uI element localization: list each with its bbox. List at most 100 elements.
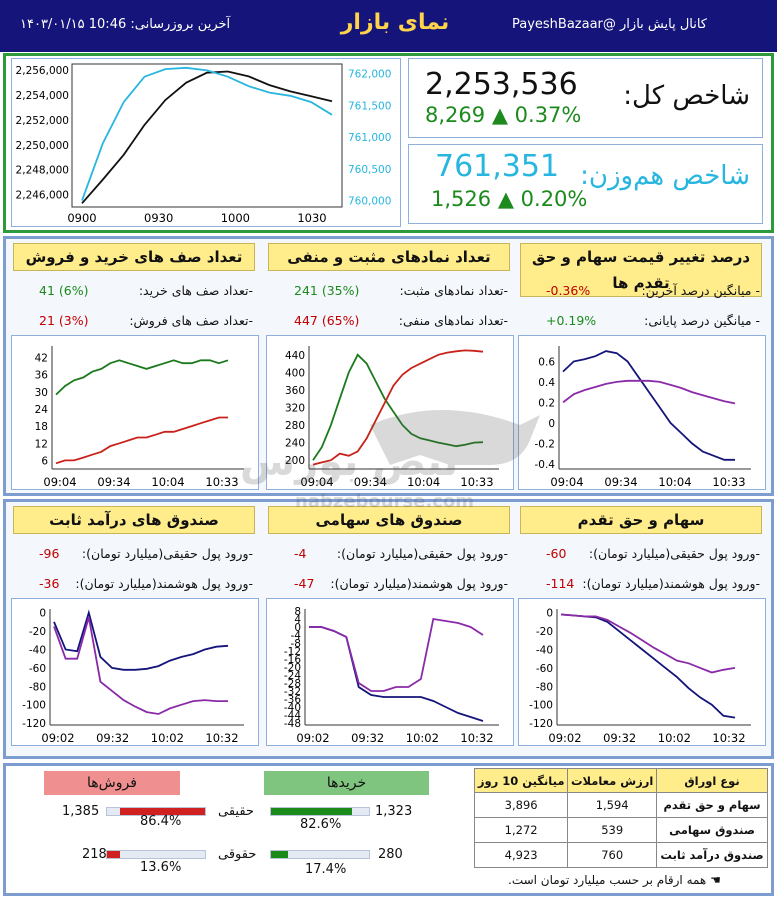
y-tick-label: -4	[291, 630, 302, 642]
buy-legal-label: حقوقی	[218, 847, 257, 862]
x-tick-label: 09:32	[351, 731, 384, 745]
symbols-r1-value: 241 (35%)	[294, 283, 360, 298]
table-header-row: نوع اوراق ارزش معاملات میانگین 10 روز	[473, 768, 768, 793]
x-tick-label: 10:33	[205, 475, 238, 489]
sells-title: فروش‌ها	[44, 771, 180, 795]
x-tick-label: 09:32	[603, 731, 636, 745]
sell-real-pct: 86.4%	[140, 814, 182, 829]
index-chart-card: 2,246,000 2,248,000 2,250,000 2,252,000 2,25…	[11, 58, 401, 227]
y-tick-label: 12	[35, 438, 48, 450]
series-line	[312, 349, 484, 466]
y-tick-label: 0	[548, 418, 555, 430]
queues-r2-label: -تعداد صف های فروش:	[129, 313, 253, 328]
pricechg-r2-label: - میانگین درصد پایانی:	[644, 313, 760, 328]
index-section	[3, 53, 774, 233]
table-header: نوع اوراق	[656, 768, 768, 793]
y-tick-label: -0.2	[535, 438, 556, 450]
y-tick-label: -40	[536, 645, 553, 657]
queues-r1-label: -تعداد صف های خرید:	[138, 283, 253, 298]
pricechg-r2-value: +0.19%	[546, 313, 597, 328]
header-bar: آخرین بروزرسانی: 10:46 ۱۴۰۳/۰۱/۱۵ نمای ب…	[0, 0, 777, 52]
equity-r2-value: -47	[294, 576, 315, 591]
y-tick-label: -20	[29, 626, 46, 638]
chart-card-stocks: 0 -20 -40 -60 -80 -100 -120 09:02 09:32 10:02 10:3…	[518, 598, 766, 746]
equal-index-value: 761,351	[435, 149, 560, 184]
y-tick-label: 0	[294, 622, 301, 634]
table-row: صندوق سهامی 539 1,272	[473, 817, 768, 843]
y-tick-label: 0.4	[538, 377, 555, 389]
y-tick-label: -24	[284, 670, 301, 682]
y-tick-label: 30	[35, 387, 48, 399]
x-tick-label: 10:04	[407, 475, 440, 489]
buy-real-bar	[270, 807, 370, 816]
series-line	[309, 626, 484, 722]
series-line	[562, 350, 735, 461]
equity-r1-value: -4	[294, 546, 307, 561]
chart-pricechg: -0.4 -0.2 0 0.2 0.4 0.6 09:04 09:34 10:04 10:33	[535, 346, 751, 489]
up-arrow-icon: ▲	[497, 187, 514, 211]
x-tick-label: 10:33	[712, 475, 745, 489]
y2-tick-label: 760,000	[348, 196, 391, 208]
y-tick-label: 4	[294, 614, 301, 626]
y-tick-label: -100	[529, 700, 553, 712]
y-tick-label: 2,246,000	[16, 190, 69, 202]
table-cell: 539	[567, 817, 658, 843]
chart-card-queues: 6 12 18 24 30 36 42 09:04 09:34 10:04 10:33	[11, 335, 259, 490]
table-row: صندوق درآمد ثابت 760 4,923	[473, 842, 768, 868]
y-tick-label: 280	[285, 420, 305, 432]
y-tick-label: 2,248,000	[16, 165, 69, 177]
table-header: ارزش معاملات	[567, 768, 658, 793]
y-tick-label: -8	[291, 638, 301, 650]
x-tick-label: 09:34	[97, 475, 130, 489]
x-tick-label: 0900	[67, 211, 96, 225]
y-tick-label: -80	[29, 681, 46, 693]
x-tick-label: 09:32	[96, 731, 129, 745]
y-tick-label: 0.2	[538, 397, 555, 409]
y2-tick-label: 761,500	[348, 100, 391, 112]
y-tick-label: 2,254,000	[16, 90, 69, 102]
y-tick-label: -80	[536, 681, 553, 693]
y-tick-label: -60	[536, 663, 553, 675]
panel-title-fixed: صندوق های درآمد ثابت	[13, 506, 255, 534]
fixed-r1-label: -ورود پول حقیقی(میلیارد تومان):	[81, 546, 253, 561]
x-tick-label: 09:02	[41, 731, 74, 745]
y-tick-label: 200	[285, 455, 305, 467]
symbols-r2-label: -تعداد نمادهای منفی:	[398, 313, 508, 328]
y-tick-label: 42	[35, 352, 48, 364]
trade-table: نوع اوراق ارزش معاملات میانگین 10 روز سه…	[473, 768, 768, 868]
x-tick-label: 10:04	[658, 475, 691, 489]
y-tick-label: 0	[39, 608, 46, 620]
table-cell: 3,896	[473, 792, 569, 818]
sell-real-bar	[106, 807, 206, 816]
x-tick-label: 10:04	[151, 475, 184, 489]
equal-change-pct: 0.20%	[520, 187, 588, 211]
x-tick-label: 10:02	[151, 731, 184, 745]
overall-index-value: 2,253,536	[425, 67, 578, 102]
y-tick-label: 0.6	[538, 356, 555, 368]
y-tick-label: -32	[284, 686, 301, 698]
overall-change-pct: 0.37%	[514, 103, 582, 127]
symbols-r2-value: 447 (65%)	[294, 313, 360, 328]
x-tick-label: 10:32	[205, 731, 238, 745]
pricechg-r1-label: - میانگین درصد آخرین:	[641, 283, 760, 298]
equal-index-card: شاخص هم‌وزن: 761,351 1,526 ▲ 0.20%	[408, 144, 763, 224]
panel-title-stocks: سهام و حق تقدم	[520, 506, 762, 534]
equal-index-label: شاخص هم‌وزن:	[580, 161, 750, 191]
x-tick-label: 09:04	[550, 475, 583, 489]
series-line	[55, 359, 229, 396]
table-cell: 1,594	[567, 792, 658, 818]
y-tick-label: 6	[41, 455, 48, 467]
equal-index-change: 1,526 ▲ 0.20%	[431, 187, 587, 211]
y-tick-label: -120	[22, 718, 46, 730]
sell-real-fill	[120, 808, 205, 815]
y-tick-label: -20	[284, 662, 301, 674]
y-tick-label: -120	[529, 718, 553, 730]
table-cell: 1,272	[473, 817, 569, 843]
stocks-r2-value: -114	[546, 576, 575, 591]
y-tick-label: 8	[294, 606, 301, 618]
series-line	[560, 613, 736, 674]
page-title: نمای بازار	[340, 10, 450, 35]
channel-handle: @PayeshBazaar	[511, 17, 616, 32]
y2-tick-label: 760,500	[348, 164, 391, 176]
